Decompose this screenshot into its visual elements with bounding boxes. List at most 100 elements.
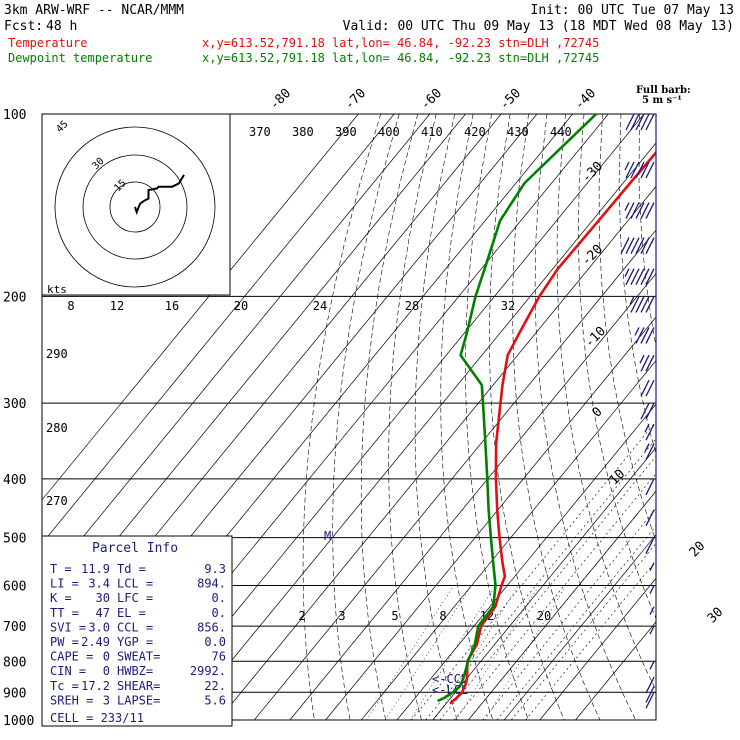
- hodograph-units-label: kts: [47, 283, 67, 296]
- barb-flag: [620, 237, 630, 254]
- barb-flag: [645, 296, 655, 313]
- parcel-cell: 5.6: [204, 693, 226, 707]
- dry-adiabat-line: [332, 114, 400, 720]
- moist-adiabat-line: [525, 560, 656, 720]
- wind-speed-label: 16: [165, 299, 179, 313]
- dry-adiabat-line: [534, 114, 636, 720]
- mixing-ratio-label: 8: [439, 609, 446, 623]
- model-title: 3km ARW-WRF -- NCAR/MMM: [4, 3, 184, 18]
- moist-adiabat-line: [482, 508, 656, 720]
- moist-adiabat-lines: [411, 420, 656, 720]
- dry-adiabat-line: [658, 114, 740, 720]
- dry-adiabat-line: [440, 114, 494, 720]
- parcel-cell: SVI =: [50, 620, 86, 634]
- wind-barb: [644, 443, 655, 460]
- barb-flag: [645, 423, 655, 441]
- barb-flag: [635, 202, 645, 219]
- hodograph-ring: [109, 181, 161, 233]
- dry-adiabat-line: [302, 114, 381, 720]
- dry-adiabat-line: [388, 114, 437, 720]
- dry-adiabat-line: [489, 114, 565, 720]
- wind-speed-label: 12: [110, 299, 124, 313]
- barb-flag: [630, 268, 640, 285]
- moist-adiabat-line: [496, 525, 656, 720]
- isotherm-label: -60: [418, 86, 445, 113]
- barb-flag: [645, 686, 655, 703]
- wind-barb: [645, 537, 655, 554]
- wind-barb: [625, 113, 655, 131]
- barb-half-flag: [634, 327, 640, 336]
- theta-label: 420: [464, 125, 486, 139]
- barb-flag: [635, 327, 645, 344]
- wind-barb: [639, 354, 655, 372]
- parcel-cell: 2992.: [190, 664, 226, 678]
- wind-barb: [634, 327, 655, 344]
- barb-flag: [640, 296, 650, 313]
- isotherm-label: 30: [705, 605, 727, 627]
- parcel-info-title: Parcel Info: [92, 541, 178, 556]
- isotherm-label: -80: [267, 86, 294, 113]
- dry-adiabat-line: [713, 114, 740, 720]
- barb-flag: [635, 113, 645, 131]
- barb-half-flag: [644, 443, 650, 452]
- parcel-cell: LI =: [50, 577, 79, 591]
- moist-adiabat-line: [411, 420, 656, 720]
- barb-flag: [630, 237, 640, 254]
- barb-half-flag: [624, 161, 630, 171]
- isotherm-line: [182, 142, 656, 720]
- barb-half-flag: [649, 625, 655, 635]
- parcel-cell: 3.0: [88, 620, 110, 634]
- isotherm-label: -20: [579, 242, 606, 269]
- full-barb-label: Full barb:: [636, 85, 691, 96]
- theta-side-label: 280: [46, 421, 68, 435]
- wind-barb: [645, 478, 655, 496]
- parcel-cell: 17.2: [81, 679, 110, 693]
- barb-flag: [645, 113, 655, 131]
- parcel-cell: 30: [96, 591, 110, 605]
- barb-half-flag: [649, 562, 655, 571]
- wind-barb: [649, 625, 655, 635]
- pressure-label: 100: [3, 108, 26, 123]
- barb-flag: [645, 202, 655, 219]
- parcel-cell: PW =: [50, 635, 79, 649]
- isotherm-label: -50: [497, 86, 524, 113]
- barb-flag: [645, 509, 655, 527]
- dry-adiabat-lines: [302, 114, 740, 720]
- isotherm-label: -40: [572, 86, 599, 113]
- wind-speed-label: 20: [234, 299, 248, 313]
- isotherm-line: [218, 185, 656, 720]
- wind-barb: [649, 562, 655, 571]
- wind-barb: [629, 296, 655, 313]
- barb-half-flag: [649, 606, 655, 615]
- moist-adiabat-line: [510, 542, 656, 720]
- wind-barb: [640, 379, 655, 397]
- parcel-cell: 9.3: [204, 562, 226, 576]
- parcel-cell: 3: [103, 693, 110, 707]
- parcel-cell: HWBZ=: [117, 664, 153, 678]
- wind-barb: [620, 237, 655, 254]
- pressure-label: 400: [3, 473, 26, 488]
- pressure-label: 700: [3, 620, 26, 635]
- barb-half-flag: [624, 202, 630, 211]
- isotherm-line: [289, 272, 656, 720]
- barb-flag: [635, 296, 645, 313]
- parcel-cell: K =: [50, 591, 72, 605]
- barb-flag: [645, 478, 655, 496]
- isotherm-line: [42, 114, 395, 544]
- wind-barb: [645, 686, 655, 703]
- barb-flag: [645, 161, 655, 179]
- mixing-ratio-label: 3: [338, 609, 345, 623]
- mixing-ratio-label: 5: [391, 609, 398, 623]
- wind-barb: [649, 606, 655, 615]
- theta-label: 380: [292, 125, 314, 139]
- barb-flag: [625, 202, 635, 219]
- theta-label: 370: [249, 125, 271, 139]
- temperature-location: x,y=613.52,791.18 lat,lon= 46.84, -92.23…: [202, 36, 599, 50]
- dry-adiabat-line: [732, 114, 740, 720]
- barb-flag: [630, 161, 640, 179]
- parcel-cell: CCL =: [117, 620, 153, 634]
- theta-label: 390: [335, 125, 357, 139]
- mixing-ratio-label: 2: [298, 609, 305, 623]
- barb-flag: [645, 268, 655, 285]
